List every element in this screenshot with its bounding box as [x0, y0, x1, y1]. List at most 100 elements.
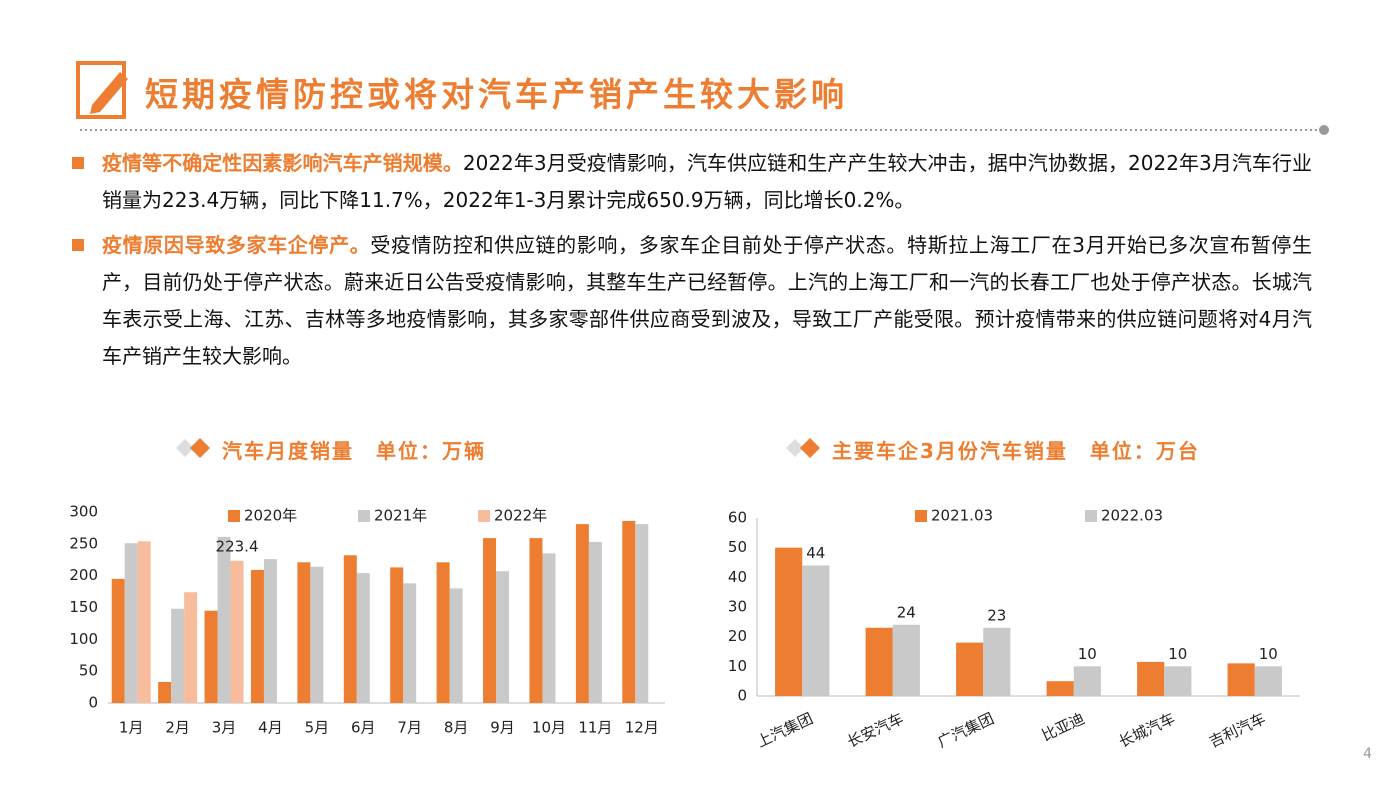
x-tick-label: 长城汽车 [1116, 709, 1178, 751]
legend-swatch [358, 510, 370, 522]
data-label: 10 [1259, 645, 1278, 663]
bar [217, 536, 231, 703]
bar [575, 524, 589, 703]
page-number: 4 [1363, 746, 1372, 762]
bar [263, 559, 277, 703]
bar [436, 562, 450, 703]
legend-swatch [228, 510, 240, 522]
x-tick-label: 4月 [258, 719, 283, 737]
x-tick-label: 比亚迪 [1039, 709, 1087, 744]
y-tick-label: 0 [737, 687, 747, 705]
bar [865, 627, 893, 696]
diamond [800, 438, 820, 458]
legend-swatch [1085, 510, 1097, 522]
data-label: 10 [1078, 645, 1097, 663]
bullet: 疫情等不确定性因素影响汽车产销规模。2022年3月受疫情影响，汽车供应链和生产产… [72, 145, 1312, 219]
y-tick-label: 50 [79, 662, 98, 680]
y-tick-label: 250 [69, 534, 98, 552]
bar [496, 571, 510, 703]
bar [204, 610, 218, 703]
data-label: 24 [897, 603, 916, 621]
y-tick-label: 30 [728, 598, 747, 616]
bar [297, 562, 311, 703]
bar [1254, 666, 1282, 696]
bar [775, 547, 803, 696]
legend-swatch [478, 510, 490, 522]
chart-title: 汽车月度销量 单位：万辆 [222, 439, 486, 463]
x-tick-label: 广汽集团 [935, 709, 997, 751]
bar [1227, 663, 1255, 696]
legend-label: 2022年 [494, 507, 547, 525]
bar [137, 541, 151, 703]
x-tick-label: 11月 [578, 719, 612, 737]
bar [403, 583, 417, 703]
bar [124, 543, 138, 703]
bar [622, 520, 636, 703]
y-tick-label: 100 [69, 630, 98, 648]
bar [956, 642, 984, 696]
bar [184, 592, 198, 703]
y-tick-label: 0 [88, 694, 98, 712]
legend-label: 2021年 [374, 507, 427, 525]
x-tick-label: 12月 [625, 719, 659, 737]
bullet-body: 受疫情防控和供应链的影响，多家车企目前处于停产状态。特斯拉上海工厂在3月开始已多… [102, 233, 1312, 368]
y-tick-label: 60 [728, 509, 747, 527]
bar [802, 565, 830, 696]
x-tick-label: 8月 [444, 719, 469, 737]
x-tick-label: 3月 [212, 719, 237, 737]
y-tick-label: 150 [69, 598, 98, 616]
x-tick-label: 吉利汽车 [1206, 709, 1268, 751]
diamond [176, 439, 194, 457]
x-tick-label: 10月 [532, 719, 566, 737]
title: 短期疫情防控或将对汽车产销产生较大影响 [145, 75, 848, 114]
bar [449, 588, 463, 703]
bar [310, 566, 324, 703]
y-tick-label: 10 [728, 657, 747, 675]
x-tick-label: 5月 [305, 719, 330, 737]
bar [588, 541, 602, 703]
y-tick-label: 300 [69, 503, 98, 521]
y-tick-label: 200 [69, 566, 98, 584]
data-label: 223.4 [216, 537, 259, 555]
bar [483, 538, 497, 703]
data-label: 10 [1168, 645, 1187, 663]
bar [983, 627, 1011, 696]
bar [343, 555, 357, 703]
bar [1164, 666, 1192, 696]
bar [542, 553, 556, 703]
bar [111, 578, 125, 703]
legend-label: 2021.03 [931, 507, 993, 525]
bar [158, 681, 172, 703]
bar [390, 567, 404, 703]
chart-title: 主要车企3月份汽车销量 单位：万台 [832, 439, 1200, 463]
bar [635, 524, 649, 703]
x-tick-label: 7月 [397, 719, 422, 737]
y-tick-label: 40 [728, 568, 747, 586]
bar [250, 569, 264, 703]
x-tick-label: 6月 [351, 719, 376, 737]
bar [892, 624, 920, 696]
x-tick-label: 9月 [490, 719, 515, 737]
bullet: 疫情原因导致多家车企停产。受疫情防控和供应链的影响，多家车企目前处于停产状态。特… [72, 227, 1312, 375]
bullets: 疫情等不确定性因素影响汽车产销规模。2022年3月受疫情影响，汽车供应链和生产产… [72, 145, 1312, 383]
legend-label: 2022.03 [1101, 507, 1163, 525]
bar [529, 538, 543, 703]
bar [356, 573, 370, 703]
bullet-lead: 疫情等不确定性因素影响汽车产销规模。 [102, 151, 463, 175]
bar [1073, 666, 1101, 696]
diamond [786, 439, 804, 457]
x-tick-label: 上汽集团 [754, 709, 816, 751]
bar [1137, 661, 1165, 696]
bar [230, 560, 244, 703]
bullet-lead: 疫情原因导致多家车企停产。 [102, 233, 371, 257]
data-label: 23 [987, 606, 1006, 624]
diamond [190, 438, 210, 458]
data-label: 44 [806, 544, 825, 562]
y-tick-label: 20 [728, 627, 747, 645]
bar [1046, 681, 1074, 696]
divider-end [1319, 125, 1329, 135]
bar [171, 608, 185, 703]
